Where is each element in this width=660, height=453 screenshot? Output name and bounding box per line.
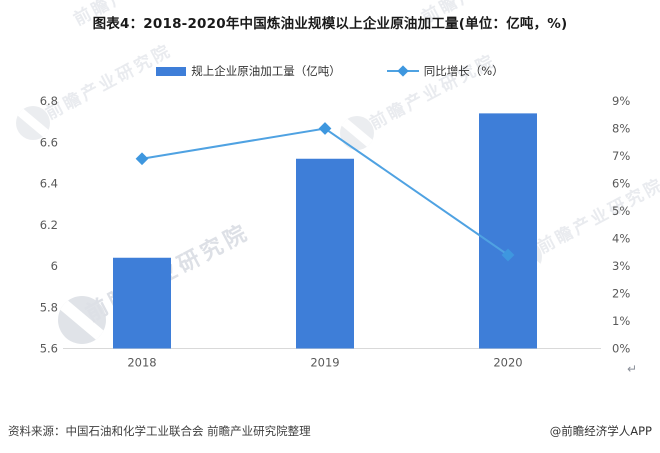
source-note: 资料来源：中国石油和化学工业联合会 前瞻产业研究院整理 — [8, 424, 311, 438]
right-axis-tick: 2% — [612, 287, 630, 301]
line-series-swatch — [386, 64, 419, 77]
legend-item-yoy-growth: 同比增长（%） — [386, 63, 504, 79]
right-axis-tick: 9% — [612, 94, 630, 108]
bar-2018 — [113, 257, 171, 349]
legend-label: 规上企业原油加工量（亿吨） — [191, 64, 341, 78]
left-axis-tick: 5.6 — [40, 342, 58, 356]
left-axis-tick: 6.6 — [40, 135, 58, 149]
right-axis-tick: 3% — [612, 259, 630, 273]
right-axis-tick: 7% — [612, 149, 630, 163]
right-axis-tick: 1% — [612, 314, 630, 328]
left-axis-tick: 6.2 — [40, 218, 58, 232]
diamond-marker-icon — [397, 64, 409, 77]
bar-2020 — [479, 113, 537, 349]
bar-2019 — [296, 158, 354, 349]
x-axis-label: 2019 — [310, 356, 339, 370]
return-icon: ↵ — [627, 362, 638, 376]
right-axis-tick: 8% — [612, 122, 630, 136]
marker-2019 — [318, 122, 332, 135]
right-axis-tick: 0% — [612, 342, 630, 356]
combo-chart: 6.8 6.6 6.4 6.2 6 5.8 5.6 9% 8% 7% 6% 5% 4% 3% 2% 1% 0% 2… — [40, 94, 631, 370]
credit-note: @前瞻经济学人APP — [549, 424, 652, 438]
right-axis-tick: 4% — [612, 232, 630, 246]
chart-title: 图表4：2018-2020年中国炼油业规模以上企业原油加工量(单位：亿吨，%) — [92, 16, 568, 32]
right-axis-tick: 6% — [612, 177, 630, 191]
left-axis-tick: 6.8 — [40, 94, 58, 108]
left-axis-tick: 6 — [51, 259, 58, 273]
bar-series-swatch — [156, 66, 187, 76]
x-axis-label: 2020 — [493, 356, 522, 370]
marker-2018 — [135, 152, 149, 166]
legend-label: 同比增长（%） — [423, 64, 504, 78]
legend: 规上企业原油加工量（亿吨） 同比增长（%） — [0, 63, 660, 79]
right-axis-tick: 5% — [612, 204, 630, 218]
legend-item-crude-volume: 规上企业原油加工量（亿吨） — [156, 63, 341, 79]
marker-2020 — [501, 248, 515, 262]
x-axis-label: 2018 — [127, 356, 156, 370]
left-axis-tick: 6.4 — [40, 177, 58, 191]
left-axis-tick: 5.8 — [40, 300, 58, 314]
